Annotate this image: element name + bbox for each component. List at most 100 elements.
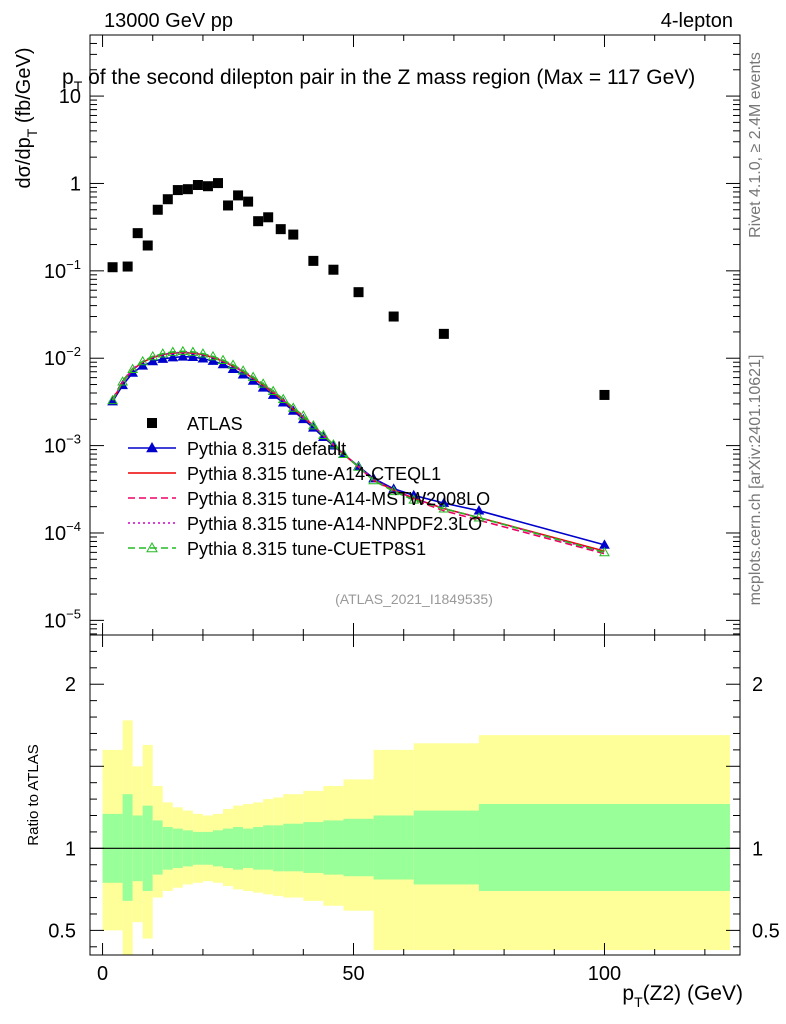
atlas-data-point xyxy=(288,229,299,240)
chart-title-sub: T xyxy=(74,78,83,94)
ratio-y-tick-label-right: 1 xyxy=(752,838,763,860)
xlabel-rest: (Z2) (GeV) xyxy=(643,982,743,1005)
y-tick-exp: −5 xyxy=(66,606,81,621)
ratio-inner-band xyxy=(478,804,730,891)
y-tick-base: 10 xyxy=(44,436,66,458)
atlas-data-point xyxy=(328,264,339,275)
series-marker-4 xyxy=(287,402,299,412)
series-marker-4 xyxy=(408,494,420,504)
series-marker-4 xyxy=(257,378,269,388)
series-marker-4 xyxy=(127,363,139,374)
ratio-panel: 0.5 0.5 1 1 2 2 Ratio to ATLAS xyxy=(25,634,780,956)
legend-label-1: Pythia 8.315 tune-A14-CTEQL1 xyxy=(187,464,441,484)
series-marker-4 xyxy=(368,474,379,485)
series-marker-4 xyxy=(177,345,189,356)
legend-label-0: Pythia 8.315 default xyxy=(187,439,346,459)
y-tick-exp: −1 xyxy=(66,257,81,272)
series-marker-4 xyxy=(227,359,239,369)
ratio-axis-ticks: 0.5 0.5 1 1 2 2 xyxy=(48,635,780,955)
series-marker-4 xyxy=(157,348,169,358)
series-marker-4 xyxy=(318,429,329,439)
series-marker-4 xyxy=(338,448,349,458)
legend-label-3: Pythia 8.315 tune-A14-NNPDF2.3LO xyxy=(187,514,482,534)
ratio-y-tick-label-left: 2 xyxy=(65,674,76,696)
series-marker-4 xyxy=(473,512,485,522)
series-marker-4 xyxy=(388,485,400,496)
ratio-y-tick-label-left: 0.5 xyxy=(48,920,76,942)
chart-title: pT of the second dilepton pair in the Z … xyxy=(62,66,695,94)
series-marker-4 xyxy=(217,354,229,365)
series-marker-0 xyxy=(207,355,219,365)
ratio-frame xyxy=(89,634,741,956)
series-marker-0 xyxy=(187,351,199,361)
atlas-data-point xyxy=(142,240,153,251)
ratio-y-tick-label-right: 0.5 xyxy=(752,920,780,942)
ylabel-rest: (fb/GeV) xyxy=(13,48,35,129)
ratio-inner-band xyxy=(122,794,133,901)
atlas-data-point xyxy=(253,216,264,227)
atlas-data-point xyxy=(202,181,213,192)
xlabel-sub: T xyxy=(634,994,643,1010)
atlas-data-point xyxy=(438,328,449,339)
ratio-y-tick-label-right: 2 xyxy=(752,674,763,696)
ratio-inner-band xyxy=(303,822,324,873)
x-tick-label: 50 xyxy=(342,963,364,985)
y-tick-exp: −2 xyxy=(66,344,81,359)
series-marker-4 xyxy=(277,393,289,404)
chart-title-main: p xyxy=(62,66,74,89)
series-marker-0 xyxy=(177,351,189,361)
ratio-y-axis-label: Ratio to ATLAS xyxy=(25,744,42,845)
channel-label: 4-lepton xyxy=(661,10,733,32)
atlas-data-point xyxy=(132,228,143,239)
atlas-data-point xyxy=(599,389,610,400)
y-tick-base: 10 xyxy=(44,261,66,283)
mcplots-site-label: mcplots.cern.ch [arXiv:2401.10621] xyxy=(747,355,764,606)
series-marker-4 xyxy=(599,546,610,557)
y-tick-exp: −4 xyxy=(66,519,81,534)
atlas-data-point xyxy=(275,224,286,235)
rivet-version-label: Rivet 4.1.0, ≥ 2.4M events xyxy=(747,52,764,238)
ratio-inner-band xyxy=(373,815,414,880)
series-marker-0 xyxy=(438,497,450,507)
atlas-data-point xyxy=(172,185,183,196)
x-tick-labels: 0 50 100 xyxy=(97,963,621,985)
series-marker-4 xyxy=(267,385,279,396)
ylabel-main: dσ/dp xyxy=(13,137,35,188)
series-marker-4 xyxy=(247,371,259,381)
main-y-tick-label: 10−4 xyxy=(44,519,81,545)
series-marker-4 xyxy=(438,503,450,513)
series-marker-4 xyxy=(197,348,209,358)
atlas-data-point xyxy=(182,184,193,195)
main-y-tick-label: 10 xyxy=(59,86,81,108)
legend-label-4: Pythia 8.315 tune-CUETP8S1 xyxy=(187,539,426,559)
ratio-inner-band xyxy=(283,823,304,872)
xlabel-main: p xyxy=(622,982,634,1005)
chart-title-rest: of the second dilepton pair in the Z mas… xyxy=(82,66,695,89)
legend-atlas-marker xyxy=(147,418,157,428)
analysis-watermark: (ATLAS_2021_I1849535) xyxy=(335,591,493,607)
series-line-4 xyxy=(111,350,605,554)
x-tick-label: 100 xyxy=(588,963,621,985)
atlas-data-point xyxy=(152,204,163,215)
main-y-tick-label: 10−2 xyxy=(44,344,81,370)
atlas-data-point xyxy=(192,180,203,191)
legend-marker-0 xyxy=(146,441,158,453)
series-marker-0 xyxy=(167,351,179,362)
atlas-data-point xyxy=(388,311,399,322)
series-marker-4 xyxy=(353,461,364,471)
main-y-tick-label: 10−1 xyxy=(44,257,81,283)
atlas-data-point xyxy=(212,178,223,189)
series-marker-4 xyxy=(117,376,128,386)
atlas-data-point xyxy=(162,194,173,205)
atlas-data-point xyxy=(233,190,244,201)
y-tick-base: 10 xyxy=(44,523,66,545)
atlas-data-group xyxy=(107,178,610,400)
main-axis-ticks xyxy=(90,34,740,635)
series-marker-4 xyxy=(107,394,118,405)
series-marker-4 xyxy=(167,346,179,356)
ratio-inner-band xyxy=(413,810,479,885)
y-tick-base: 10 xyxy=(44,348,66,370)
legend-label-2: Pythia 8.315 tune-A14-MSTW2008LO xyxy=(187,489,490,509)
